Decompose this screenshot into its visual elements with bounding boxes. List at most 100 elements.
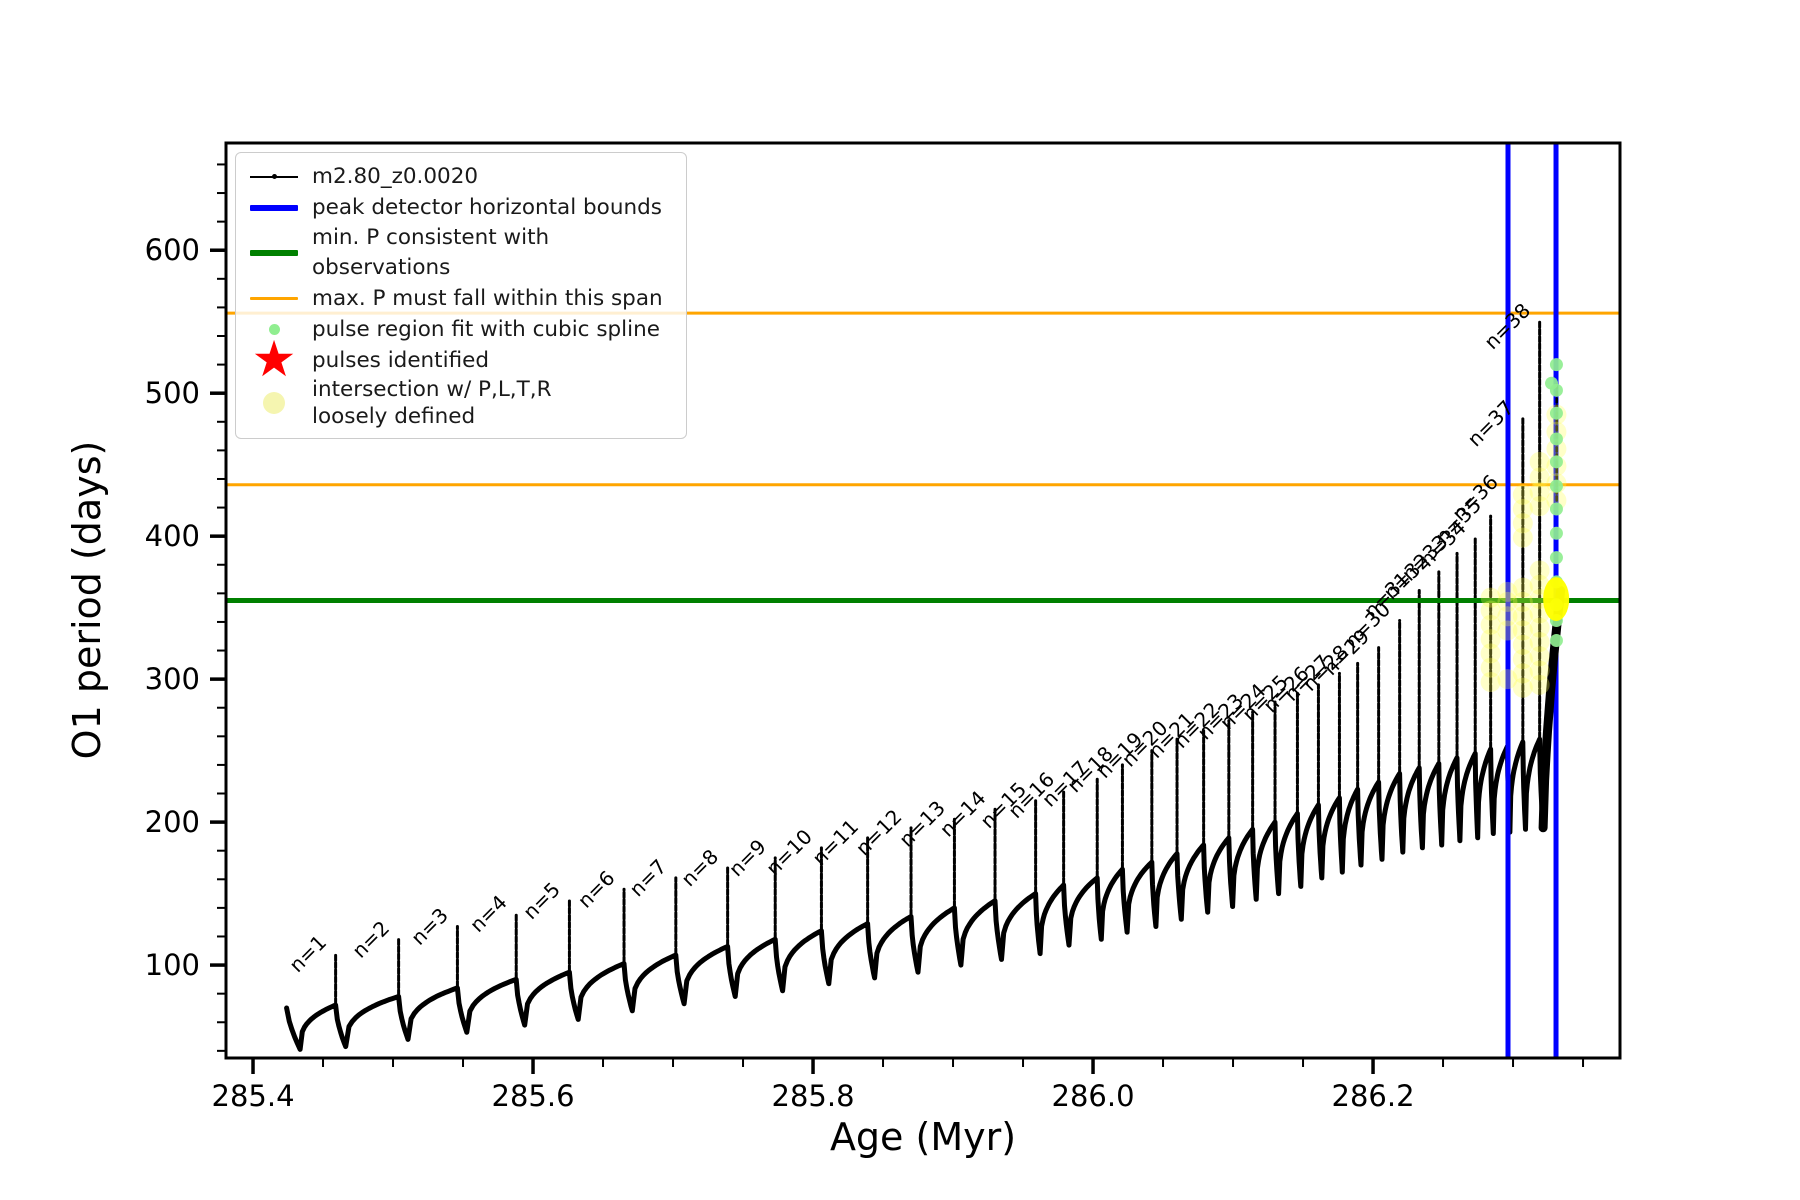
- intersection-dot: [1512, 649, 1533, 670]
- pulse-label: n=9: [724, 834, 771, 881]
- intersection-dot: [1529, 451, 1550, 472]
- spline-dot: [1549, 455, 1563, 469]
- axis-tick-labels: 285.4 285.6 285.8 286.0 286.2 100 200 300 400 500…: [145, 233, 1415, 1113]
- legend-item-spline: pulse region fit with cubic spline: [246, 314, 676, 345]
- intersection-dot: [1512, 577, 1533, 598]
- intersection-blob-marker: [1543, 577, 1570, 622]
- intersection-dot: [1480, 587, 1501, 608]
- intersection-dot: [1512, 484, 1533, 505]
- axis-ticks: [210, 163, 1585, 1074]
- spline-dot: [1549, 551, 1563, 565]
- yellow-dot-icon: [246, 392, 302, 414]
- x-tick-label: 286.2: [1332, 1079, 1415, 1113]
- spline-dot: [1549, 634, 1563, 648]
- intersection-dot: [1497, 620, 1518, 641]
- y-axis-title: O1 period (days): [65, 441, 109, 760]
- legend-item-pulses: ★ pulses identified: [246, 329, 676, 388]
- spline-dot: [1549, 358, 1563, 372]
- pulse-label: n=5: [518, 877, 565, 924]
- intersection-dot: [1480, 643, 1501, 664]
- intersection-dot: [1512, 634, 1533, 655]
- x-tick-label: 286.0: [1052, 1079, 1135, 1113]
- intersection-dot: [1529, 560, 1550, 581]
- intersection-dot: [1512, 499, 1533, 519]
- intersection-dot: [1529, 481, 1550, 502]
- spline-dot: [1549, 432, 1563, 446]
- legend-item-intersection: intersection w/ P,L,T,R loosely defined: [246, 376, 676, 430]
- intersection-dot: [1480, 614, 1501, 635]
- intersection-dot: [1512, 527, 1533, 548]
- intersection-dot: [1480, 600, 1501, 621]
- legend-label: pulse region fit with cubic spline: [312, 316, 660, 342]
- intersection-blob: [1543, 577, 1570, 622]
- legend-label-line2: loosely defined: [312, 404, 476, 429]
- spline-dot: [1549, 383, 1563, 397]
- pulse-label: n=3: [406, 903, 453, 950]
- o1-period-track: [284, 736, 1546, 1052]
- y-tick-label: 600: [145, 233, 200, 267]
- pulse-label: n=8: [676, 844, 723, 891]
- legend-item-series: m2.80_z0.0020: [246, 161, 676, 192]
- intersection-dot: [1512, 620, 1533, 641]
- legend-label: peak detector horizontal bounds: [312, 194, 662, 220]
- legend: m2.80_z0.0020 peak detector horizontal b…: [235, 152, 687, 439]
- x-tick-label: 285.4: [212, 1079, 295, 1113]
- legend-label: min. P consistent with observations: [312, 225, 550, 280]
- series-line-icon: [246, 174, 302, 179]
- intersection-dot: [1546, 438, 1567, 459]
- y-tick-label: 300: [145, 662, 200, 696]
- intersection-dot: [1529, 467, 1550, 488]
- legend-item-peak-bounds: peak detector horizontal bounds: [246, 192, 676, 223]
- intersection-dot: [1512, 663, 1533, 684]
- intersection-dot: [1512, 513, 1533, 534]
- orange-line-icon: [246, 296, 302, 301]
- intersection-dot: [1512, 677, 1533, 698]
- intersection-dot: [1512, 606, 1533, 627]
- intersection-dot: [1497, 581, 1518, 602]
- spline-dot: [1549, 526, 1563, 540]
- intersection-dot: [1480, 671, 1501, 692]
- y-tick-label: 400: [145, 519, 200, 553]
- intersection-dot: [1529, 617, 1550, 638]
- intersection-dot: [1480, 657, 1501, 678]
- legend-item-max-p: max. P must fall within this span: [246, 283, 676, 314]
- red-star-icon: ★: [251, 329, 297, 388]
- pulse-label: n=6: [573, 866, 620, 913]
- spline-dot: [1549, 406, 1563, 420]
- intersection-dot: [1512, 591, 1533, 612]
- pulse-label: n=4: [465, 890, 512, 937]
- legend-label: pulses identified: [312, 347, 490, 373]
- x-axis-title: Age (Myr): [830, 1115, 1016, 1159]
- intersection-dot: [1529, 660, 1550, 681]
- series-curve: [284, 736, 1546, 1052]
- spline-dot: [1549, 479, 1563, 493]
- green-line-icon: [246, 250, 302, 256]
- pulse-label: n=2: [347, 916, 394, 963]
- legend-item-min-p: min. P consistent with observations: [246, 223, 676, 283]
- pulse-label: n=7: [625, 854, 672, 901]
- pulse-label: n=1: [284, 930, 331, 977]
- green-dot-icon: [246, 324, 302, 335]
- plot-border: [224, 141, 1622, 1060]
- x-tick-label: 285.8: [772, 1079, 855, 1113]
- intersection-dot: [1497, 591, 1518, 612]
- y-tick-label: 200: [145, 805, 200, 839]
- legend-label: intersection w/ P,L,T,R: [312, 377, 552, 402]
- intersection-dot: [1529, 631, 1550, 652]
- intersection-dot: [1480, 629, 1501, 650]
- intersection-dot: [1529, 646, 1550, 667]
- pulse-spikes: [334, 320, 1542, 1013]
- blue-line-icon: [246, 204, 302, 211]
- intersection-dot: [1529, 674, 1550, 695]
- y-tick-label: 500: [145, 376, 200, 410]
- intersection-dot: [1497, 669, 1518, 690]
- intersection-dot: [1497, 606, 1518, 627]
- intersection-dot: [1529, 496, 1550, 517]
- y-tick-label: 100: [145, 948, 200, 982]
- x-tick-label: 285.6: [492, 1079, 575, 1113]
- legend-label: max. P must fall within this span: [312, 285, 663, 311]
- spline-dot: [1549, 502, 1563, 516]
- legend-label: m2.80_z0.0020: [312, 163, 479, 189]
